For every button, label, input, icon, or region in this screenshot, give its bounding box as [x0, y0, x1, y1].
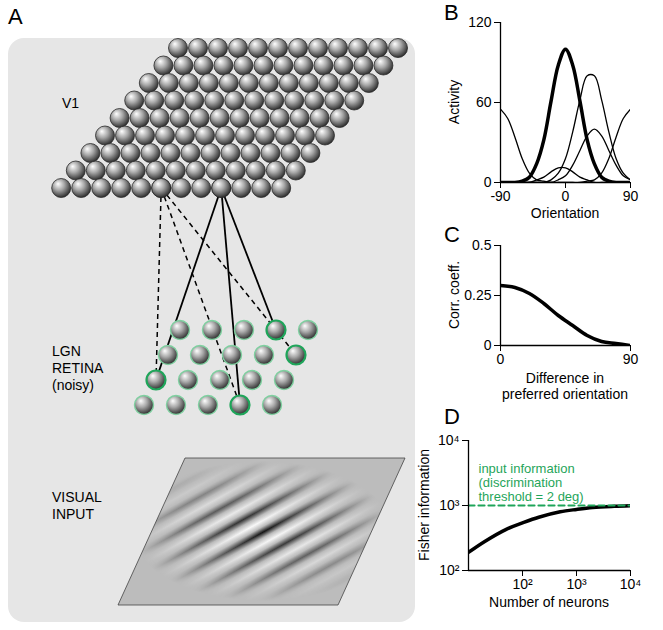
html-text:A: A: [8, 4, 23, 29]
svg-text:60: 60: [476, 94, 492, 110]
svg-text:VISUAL: VISUAL: [52, 489, 102, 505]
svg-text:INPUT: INPUT: [52, 506, 94, 522]
html-text:Activity: Activity: [446, 79, 462, 125]
svg-text:0: 0: [483, 174, 492, 190]
svg-text:10³: 10³: [439, 497, 460, 513]
svg-text:0: 0: [497, 351, 505, 367]
svg-text:-90: -90: [490, 188, 510, 204]
svg-text:10⁴: 10⁴: [620, 576, 642, 592]
html-text:Number of neurons: Number of neurons: [489, 594, 609, 610]
svg-text:0.5: 0.5: [472, 237, 492, 253]
svg-text:0.25: 0.25: [464, 287, 491, 303]
html-text:Difference in preferred orient: Difference in preferred orientation: [502, 370, 628, 402]
svg-text:0: 0: [484, 337, 492, 353]
svg-text:10²: 10²: [512, 576, 533, 592]
svg-text:V1: V1: [62, 95, 79, 111]
svg-text:RETINA: RETINA: [52, 360, 104, 376]
svg-text:10⁴: 10⁴: [438, 432, 460, 448]
svg-text:LGN: LGN: [52, 343, 81, 359]
html-text:B: B: [444, 0, 459, 25]
svg-text:90: 90: [623, 351, 639, 367]
html-text:Corr. coeff.: Corr. coeff.: [446, 260, 462, 330]
svg-text:10³: 10³: [566, 576, 587, 592]
svg-text:90: 90: [623, 188, 639, 204]
html-text:C: C: [444, 222, 460, 247]
svg-text:input information(discriminati: input information(discriminationthreshol…: [479, 461, 584, 503]
svg-text:120: 120: [468, 14, 492, 30]
html-text:Fisher information: Fisher information: [416, 449, 432, 561]
svg-text:10²: 10²: [439, 562, 460, 578]
html-text:D: D: [444, 404, 460, 429]
svg-text:0: 0: [562, 188, 570, 204]
svg-text:(noisy): (noisy): [52, 377, 94, 393]
html-text:Orientation: Orientation: [530, 205, 600, 221]
